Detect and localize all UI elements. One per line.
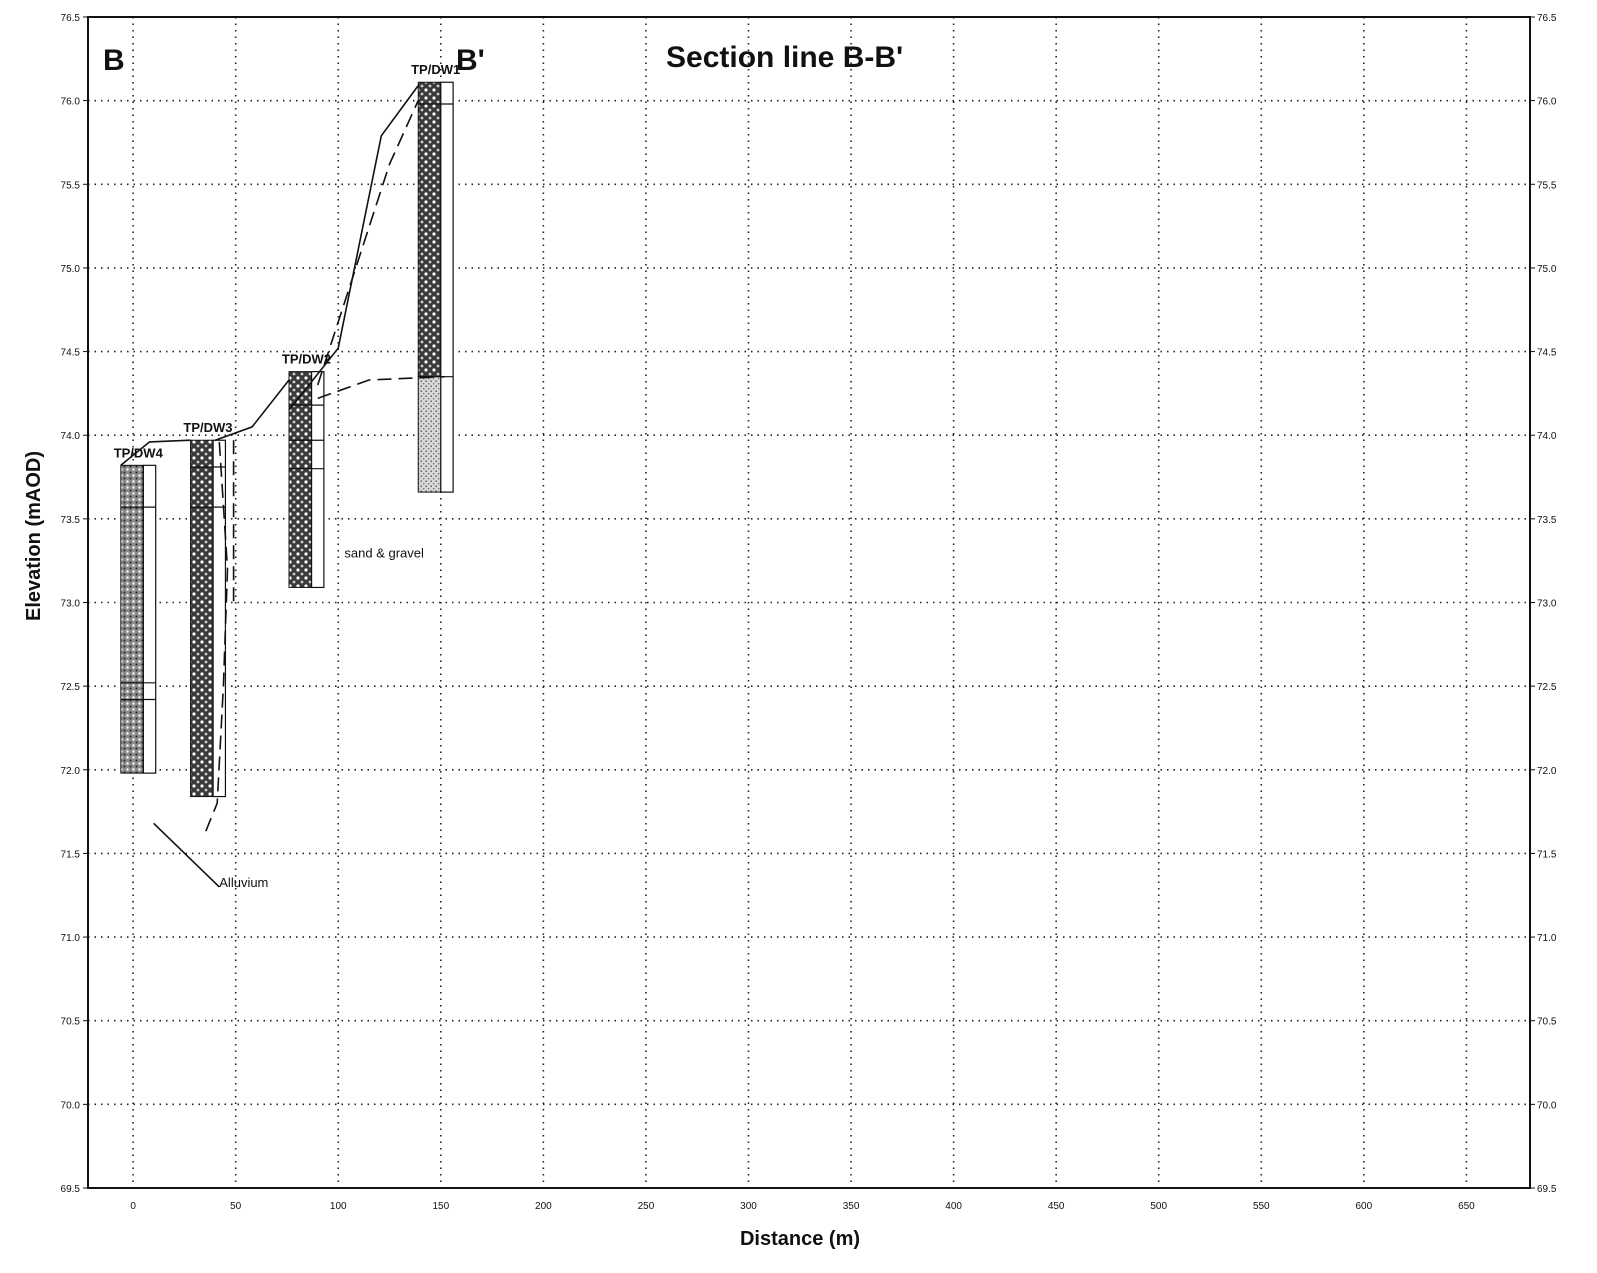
y-tick-label-left: 71.0 (61, 933, 81, 944)
dashed-boundary-line (316, 100, 419, 386)
y-tick-label-left: 73.5 (61, 515, 81, 526)
borehole-columns: TP/DW4 TP/DW3 TP/DW2 TP/DW1 (114, 62, 460, 798)
solid-boundary-line (288, 85, 419, 411)
dashed-boundary-line (317, 375, 445, 400)
borehole-label: TP/DW2 (282, 352, 331, 367)
y-axis-title: Elevation (mAOD) (23, 451, 45, 621)
y-tick-label-right: 75.0 (1537, 264, 1557, 275)
borehole-label: TP/DW4 (114, 445, 164, 460)
x-tick-label: 600 (1356, 1201, 1373, 1212)
borehole-log-strip (310, 371, 325, 589)
section-start-label: B (103, 44, 125, 77)
x-tick-label: 250 (638, 1201, 655, 1212)
y-tick-label-left: 75.0 (61, 264, 81, 275)
y-tick-label-left: 70.0 (61, 1100, 81, 1111)
x-tick-label: 300 (740, 1201, 757, 1212)
y-tick-label-right: 70.5 (1537, 1017, 1557, 1028)
x-tick-label: 50 (230, 1201, 242, 1212)
section-end-label: B' (456, 44, 485, 77)
y-tick-label-left: 71.5 (61, 849, 81, 860)
y-tick-label-left: 73.0 (61, 599, 81, 610)
borehole-fill (288, 371, 313, 588)
y-tick-label-right: 69.5 (1537, 1184, 1557, 1195)
y-tick-label-right: 72.0 (1537, 766, 1557, 777)
diagram-title: Section line B-B' (666, 41, 903, 74)
x-tick-label: 650 (1458, 1201, 1475, 1212)
x-tick-label: 400 (945, 1201, 962, 1212)
y-tick-label-right: 74.5 (1537, 348, 1557, 359)
borehole-fill-gravel (417, 81, 442, 378)
y-tick-label-right: 71.5 (1537, 849, 1557, 860)
borehole-column: TP/DW1 (411, 62, 460, 493)
borehole-label: TP/DW3 (183, 420, 232, 435)
y-tick-label-left: 76.0 (61, 97, 81, 108)
y-tick-label-left: 72.0 (61, 766, 81, 777)
y-tick-label-left: 70.5 (61, 1017, 81, 1028)
borehole-fill (190, 439, 214, 798)
x-axis-title: Distance (m) (740, 1228, 860, 1250)
dashed-boundary-line (204, 441, 229, 834)
y-tick-label-left: 74.5 (61, 348, 81, 359)
borehole-log-strip (440, 81, 454, 493)
x-tick-label: 500 (1150, 1201, 1167, 1212)
y-tick-label-right: 72.5 (1537, 682, 1557, 693)
x-tick-label: 350 (843, 1201, 860, 1212)
borehole-fill (120, 464, 144, 774)
y-tick-label-right: 75.5 (1537, 180, 1557, 191)
solid-boundary-line (153, 822, 220, 888)
borehole-column: TP/DW2 (282, 352, 331, 589)
y-tick-label-left: 74.0 (61, 431, 81, 442)
y-tick-label-right: 74.0 (1537, 431, 1557, 442)
axis-ticks: 0 50 100 150 200 250 300 350 400 450 500 550 600 650 7… (61, 13, 1557, 1212)
interpretation-lines (120, 85, 445, 888)
y-tick-label-right: 76.0 (1537, 97, 1557, 108)
solid-boundary-line (214, 379, 290, 441)
x-tick-label: 100 (330, 1201, 347, 1212)
grid-lines (88, 16, 1530, 1189)
y-tick-label-right: 73.0 (1537, 599, 1557, 610)
borehole-fill-sand (417, 376, 442, 493)
x-tick-label: 0 (130, 1201, 136, 1212)
y-tick-label-right: 73.5 (1537, 515, 1557, 526)
x-tick-label: 200 (535, 1201, 552, 1212)
borehole-log-strip (142, 464, 157, 774)
y-tick-label-right: 71.0 (1537, 933, 1557, 944)
annotation-label: Alluvium (219, 875, 268, 890)
borehole-column: TP/DW4 (114, 445, 164, 774)
y-tick-label-left: 69.5 (61, 1184, 81, 1195)
plot-frame (87, 16, 1531, 1189)
solid-boundary-line (120, 439, 191, 466)
x-tick-label: 550 (1253, 1201, 1270, 1212)
x-tick-label: 450 (1048, 1201, 1065, 1212)
y-tick-label-left: 75.5 (61, 180, 81, 191)
x-tick-label: 150 (432, 1201, 449, 1212)
labels: B B' Section line B-B' Distance (m) Elev… (23, 41, 903, 1250)
borehole-column: TP/DW3 (183, 420, 233, 798)
y-tick-label-right: 70.0 (1537, 1100, 1557, 1111)
y-tick-label-right: 76.5 (1537, 13, 1557, 24)
borehole-log-strip (212, 439, 227, 798)
y-tick-label-left: 76.5 (61, 13, 81, 24)
borehole-label: TP/DW1 (411, 62, 460, 77)
y-tick-label-left: 72.5 (61, 682, 81, 693)
annotation-label: sand & gravel (344, 545, 424, 560)
